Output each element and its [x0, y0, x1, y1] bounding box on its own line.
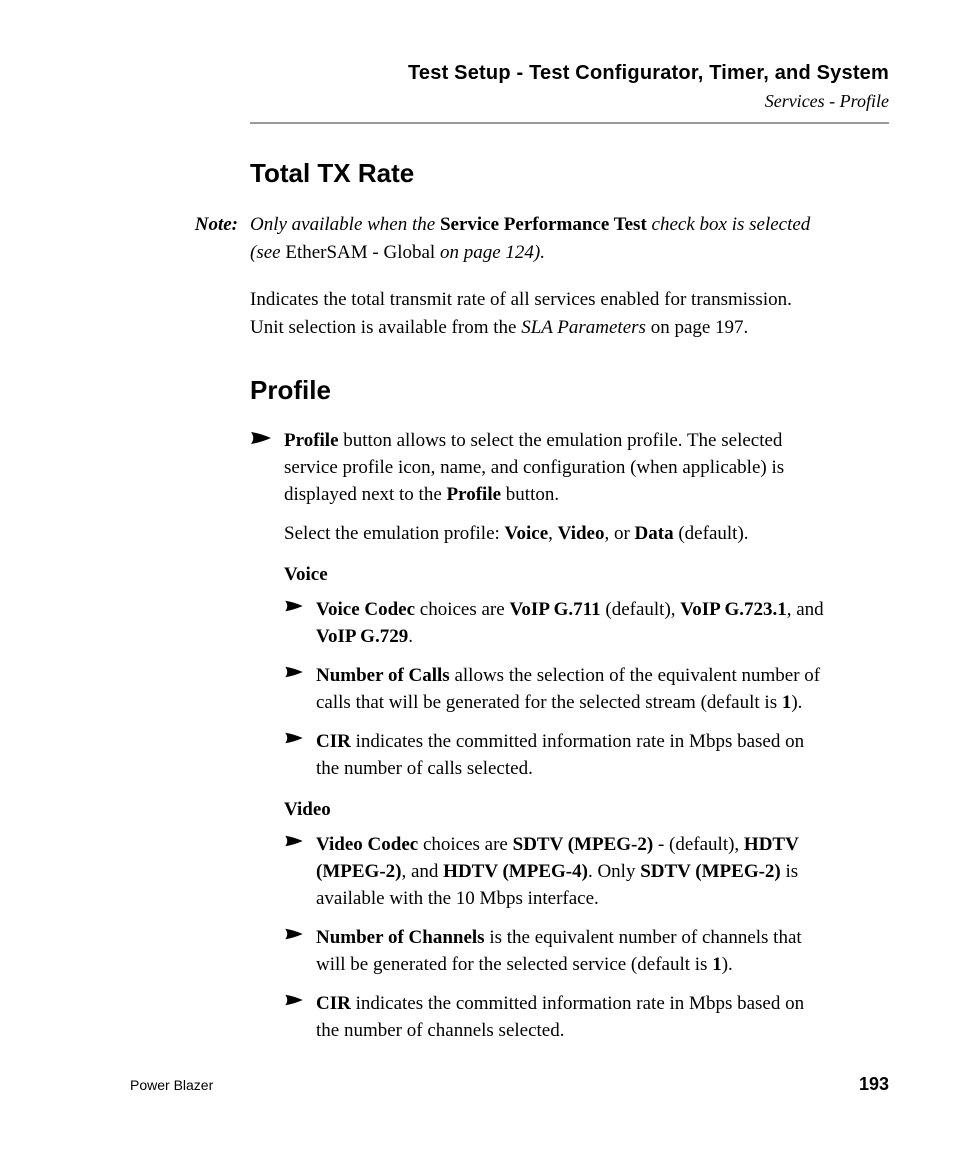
voice-codec-text: Voice Codec choices are VoIP G.711 (defa… [316, 597, 829, 651]
vidch-b2: 1 [712, 954, 722, 975]
voice-subheading: Voice [284, 562, 829, 589]
arrow-icon [250, 428, 284, 1056]
select-profile-line: Select the emulation profile: Voice, Vid… [284, 521, 829, 548]
vcalls-t2: ). [791, 692, 802, 713]
note-bold-1: Service Performance Test [440, 214, 647, 235]
arrow-icon [284, 991, 316, 1045]
vc-b2: VoIP G.711 [509, 599, 600, 620]
vidc-t4: . Only [588, 861, 640, 882]
select-post: (default). [674, 523, 749, 544]
voice-calls-bullet: Number of Calls allows the selection of … [284, 663, 829, 717]
note-body: Only available when the Service Performa… [250, 211, 829, 266]
video-subheading: Video [284, 797, 829, 824]
note-roman-ref: EtherSAM - Global [285, 242, 435, 263]
header-title: Test Setup - Test Configurator, Timer, a… [60, 62, 889, 85]
total-tx-rate-paragraph: Indicates the total transmit rate of all… [250, 286, 829, 341]
footer-page-number: 193 [859, 1074, 889, 1095]
profile-bullet-1-text: Profile button allows to select the emul… [284, 428, 829, 1056]
vidch-b1: Number of Channels [316, 927, 485, 948]
vidcir-b1: CIR [316, 993, 351, 1014]
vidc-b5: SDTV (MPEG-2) [640, 861, 781, 882]
vc-t2: (default), [601, 599, 681, 620]
video-sublist: Video Codec choices are SDTV (MPEG-2) - … [284, 832, 829, 1045]
arrow-icon [284, 832, 316, 913]
vc-t4: . [408, 626, 413, 647]
select-sep1: , [548, 523, 558, 544]
arrow-icon [284, 663, 316, 717]
vcalls-b1: Number of Calls [316, 665, 450, 686]
select-sep2: , or [604, 523, 634, 544]
b1-t2: button. [501, 484, 559, 505]
vidcir-t1: indicates the committed information rate… [316, 993, 804, 1041]
para-text-2: on page 197. [646, 317, 748, 338]
vc-t3: , and [787, 599, 824, 620]
select-pre: Select the emulation profile: [284, 523, 505, 544]
note-text-3: on page 124). [435, 242, 545, 263]
vc-b4: VoIP G.729 [316, 626, 408, 647]
vcalls-b2: 1 [782, 692, 792, 713]
select-voice: Voice [505, 523, 549, 544]
section-profile: Profile [250, 375, 889, 406]
vidc-b1: Video Codec [316, 834, 418, 855]
page-header: Test Setup - Test Configurator, Timer, a… [60, 62, 889, 112]
voice-calls-text: Number of Calls allows the selection of … [316, 663, 829, 717]
vcir-b1: CIR [316, 731, 351, 752]
note-block: Note: Only available when the Service Pe… [183, 211, 829, 266]
arrow-icon [284, 597, 316, 651]
video-codec-text: Video Codec choices are SDTV (MPEG-2) - … [316, 832, 829, 913]
vidch-t2: ). [722, 954, 733, 975]
para-italic-ref: SLA Parameters [521, 317, 646, 338]
select-video: Video [558, 523, 605, 544]
vc-b1: Voice Codec [316, 599, 415, 620]
video-cir-text: CIR indicates the committed information … [316, 991, 829, 1045]
voice-cir-bullet: CIR indicates the committed information … [284, 729, 829, 783]
arrow-icon [284, 925, 316, 979]
note-label: Note: [183, 211, 250, 266]
header-subtitle: Services - Profile [60, 91, 889, 112]
video-channels-text: Number of Channels is the equivalent num… [316, 925, 829, 979]
voice-cir-text: CIR indicates the committed information … [316, 729, 829, 783]
note-text-1: Only available when the [250, 214, 440, 235]
voice-sublist: Voice Codec choices are VoIP G.711 (defa… [284, 597, 829, 783]
video-cir-bullet: CIR indicates the committed information … [284, 991, 829, 1045]
footer-product-name: Power Blazer [130, 1077, 213, 1093]
video-codec-bullet: Video Codec choices are SDTV (MPEG-2) - … [284, 832, 829, 913]
profile-bullet-1: Profile button allows to select the emul… [250, 428, 829, 1056]
video-channels-bullet: Number of Channels is the equivalent num… [284, 925, 829, 979]
vidc-t3: , and [401, 861, 443, 882]
vc-b3: VoIP G.723.1 [680, 599, 786, 620]
page-footer: Power Blazer 193 [130, 1074, 889, 1095]
b1-bold2: Profile [447, 484, 502, 505]
voice-codec-bullet: Voice Codec choices are VoIP G.711 (defa… [284, 597, 829, 651]
document-page: Test Setup - Test Configurator, Timer, a… [0, 0, 954, 1159]
vidc-t2: - (default), [653, 834, 744, 855]
header-rule [250, 122, 889, 124]
heading-profile: Profile [250, 375, 889, 406]
vcir-t1: indicates the committed information rate… [316, 731, 804, 779]
arrow-icon [284, 729, 316, 783]
select-data: Data [635, 523, 674, 544]
b1-bold1: Profile [284, 430, 339, 451]
heading-total-tx-rate: Total TX Rate [250, 158, 889, 189]
vidc-b4: HDTV (MPEG-4) [443, 861, 588, 882]
section-total-tx-rate: Total TX Rate [250, 158, 889, 189]
vidc-t1: choices are [418, 834, 512, 855]
profile-bullet-list: Profile button allows to select the emul… [250, 428, 829, 1056]
vidc-b2: SDTV (MPEG-2) [513, 834, 654, 855]
vc-t1: choices are [415, 599, 509, 620]
